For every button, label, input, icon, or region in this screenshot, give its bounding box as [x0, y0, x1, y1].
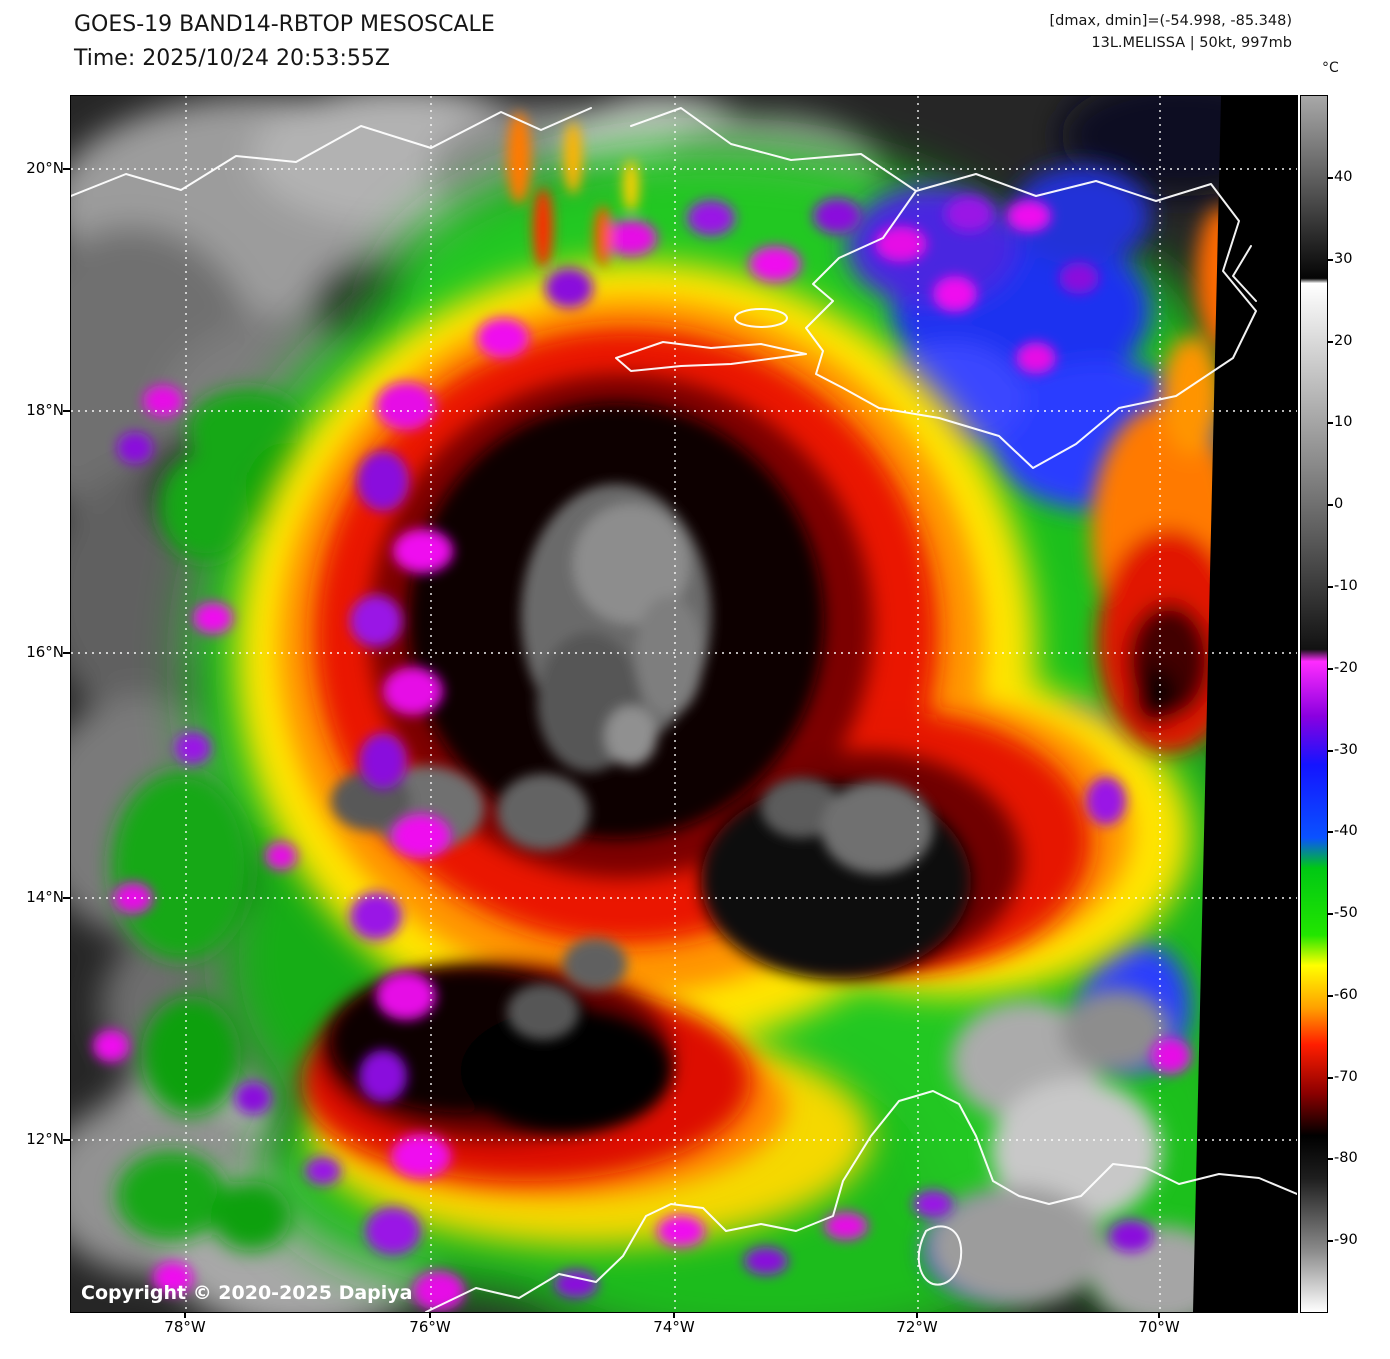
overshooting-tops	[331, 484, 933, 1040]
colorbar-tick-mark	[1327, 750, 1333, 752]
colorbar-tick-label: 20	[1334, 333, 1353, 349]
colorbar-tick-mark	[1327, 1158, 1333, 1160]
colorbar-tick-label: 30	[1334, 251, 1353, 267]
lat-tick-label: 14°N	[26, 888, 64, 906]
colorbar-tick-mark	[1327, 995, 1333, 997]
colorbar-tick-mark	[1327, 341, 1333, 343]
colorbar-tick-mark	[1327, 586, 1333, 588]
colorbar-tick-label: 0	[1334, 496, 1344, 512]
page-title: GOES-19 BAND14-RBTOP MESOSCALE	[74, 12, 495, 37]
colorbar-tick-mark	[1327, 831, 1333, 833]
lat-tick-label: 12°N	[26, 1130, 64, 1148]
satellite-image: Copyright © 2020-2025 Dapiya	[70, 95, 1298, 1313]
colorbar-unit: °C	[1322, 60, 1339, 76]
colorbar-gradient	[1301, 96, 1327, 1312]
range-info: [dmax, dmin]=(-54.998, -85.348)	[1049, 13, 1293, 29]
colorbar-tick-label: -70	[1334, 1069, 1358, 1085]
lon-tick-label: 76°W	[409, 1318, 451, 1336]
colorbar-tick-label: -60	[1334, 987, 1358, 1003]
colorbar-tick-label: -80	[1334, 1150, 1358, 1166]
green-cells-west	[111, 389, 326, 1251]
lat-tick-mark	[63, 168, 70, 170]
colorbar-tick-mark	[1327, 504, 1333, 506]
lon-tick-label: 72°W	[896, 1318, 938, 1336]
lon-tick-mark	[673, 1312, 675, 1318]
colorbar-tick-mark	[1327, 1240, 1333, 1242]
coastline-overlay	[71, 107, 1297, 1312]
lon-tick-mark	[429, 1312, 431, 1318]
no-data-band	[1193, 96, 1297, 1312]
lon-tick-mark	[1158, 1312, 1160, 1318]
colorbar-tick-mark	[1327, 668, 1333, 670]
lat-tick-mark	[63, 1139, 70, 1141]
colorbar	[1300, 95, 1328, 1313]
colorbar-tick-label: 10	[1334, 414, 1353, 430]
lat-tick-label: 16°N	[26, 643, 64, 661]
east-red-cell	[1091, 206, 1246, 753]
storm-info: 13L.MELISSA | 50kt, 997mb	[1091, 35, 1292, 51]
colorbar-tick-mark	[1327, 422, 1333, 424]
colorbar-tick-label: -30	[1334, 742, 1358, 758]
colorbar-tick-label: -90	[1334, 1232, 1358, 1248]
lon-tick-mark	[916, 1312, 918, 1318]
lat-tick-mark	[63, 652, 70, 654]
lon-tick-label: 78°W	[164, 1318, 206, 1336]
figure-subheader: [dmax, dmin]=(-54.998, -85.348) 13L.MELI…	[1050, 10, 1293, 54]
copyright-label: Copyright © 2020-2025 Dapiya	[81, 1282, 413, 1304]
lon-tick-label: 74°W	[653, 1318, 695, 1336]
lat-tick-mark	[63, 897, 70, 899]
colorbar-tick-label: -40	[1334, 823, 1358, 839]
lon-tick-label: 70°W	[1138, 1318, 1180, 1336]
lat-tick-mark	[63, 410, 70, 412]
colorbar-tick-label: -10	[1334, 578, 1358, 594]
colorbar-tick-mark	[1327, 913, 1333, 915]
colorbar-tick-label: -50	[1334, 905, 1358, 921]
grid-overlay	[71, 96, 1297, 1312]
satellite-scene	[71, 96, 1297, 1312]
lon-tick-mark	[184, 1312, 186, 1318]
magenta-fringe	[93, 112, 1191, 1311]
colorbar-tick-mark	[1327, 177, 1333, 179]
lat-tick-label: 20°N	[26, 159, 64, 177]
colorbar-tick-mark	[1327, 1077, 1333, 1079]
lat-tick-label: 18°N	[26, 401, 64, 419]
figure-header: GOES-19 BAND14-RBTOP MESOSCALE Time: 202…	[74, 8, 495, 76]
timestamp: Time: 2025/10/24 20:53:55Z	[74, 46, 390, 71]
colorbar-tick-label: -20	[1334, 660, 1358, 676]
colorbar-tick-mark	[1327, 259, 1333, 261]
colorbar-tick-label: 40	[1334, 169, 1353, 185]
